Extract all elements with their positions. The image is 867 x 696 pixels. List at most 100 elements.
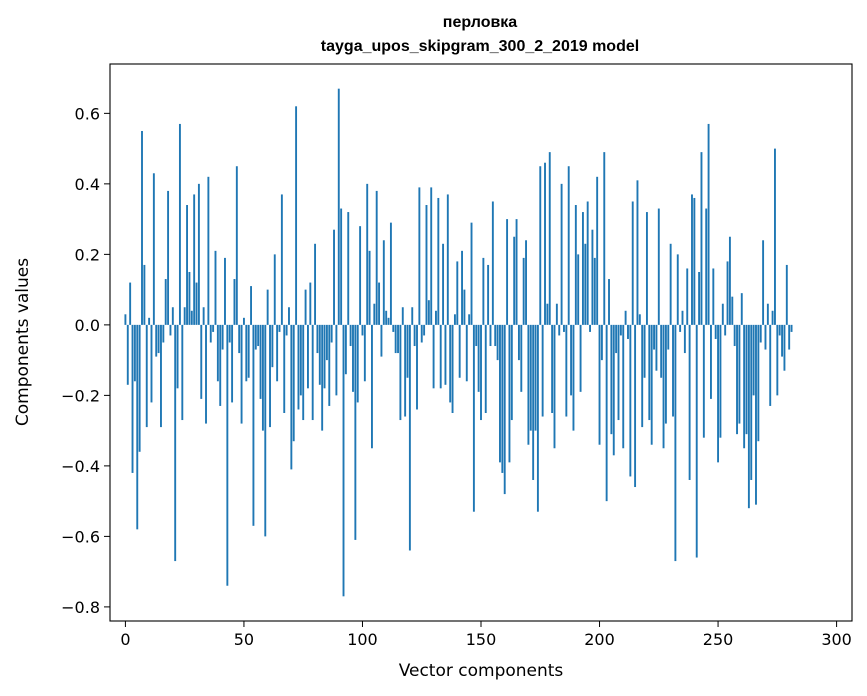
bar <box>354 324 357 540</box>
bar <box>259 324 262 399</box>
bar <box>698 271 701 325</box>
bar <box>423 324 426 336</box>
bar <box>297 324 300 410</box>
bar <box>783 324 786 371</box>
bar <box>669 243 672 325</box>
bar <box>503 324 506 495</box>
bar <box>529 324 532 431</box>
bar <box>136 324 139 530</box>
bar <box>612 324 615 456</box>
bar <box>546 303 549 325</box>
bar <box>233 279 236 325</box>
bar <box>589 324 591 332</box>
bar <box>600 324 603 361</box>
bar <box>468 314 471 325</box>
bar <box>368 250 371 325</box>
y-tick-label: 0.0 <box>75 316 100 335</box>
bar <box>674 324 677 562</box>
bar <box>446 194 449 325</box>
bar <box>598 324 601 445</box>
bar <box>273 254 276 325</box>
bar <box>672 324 674 417</box>
bar <box>394 324 397 354</box>
bar <box>261 324 264 431</box>
bar <box>622 324 625 449</box>
bar <box>738 324 741 424</box>
bar <box>615 324 618 354</box>
bar <box>726 261 729 325</box>
bar <box>757 324 760 442</box>
bar <box>212 324 215 332</box>
bar <box>593 257 596 325</box>
bar <box>747 324 750 509</box>
bar-series <box>124 88 793 597</box>
bar <box>508 324 511 463</box>
bar <box>316 324 319 354</box>
bar <box>330 324 333 343</box>
bar <box>231 324 234 403</box>
bar <box>579 324 582 392</box>
bar <box>534 324 537 431</box>
bar <box>458 324 461 378</box>
bar <box>456 261 459 325</box>
bar <box>435 310 437 325</box>
bar <box>501 324 504 473</box>
bar <box>342 324 345 597</box>
bar <box>356 324 359 403</box>
bar <box>693 197 696 325</box>
bar <box>314 243 317 325</box>
y-tick-label: −0.6 <box>61 527 100 546</box>
y-tick-label: −0.8 <box>61 598 100 617</box>
bar <box>418 187 421 325</box>
bar <box>451 324 454 413</box>
bar <box>653 324 656 350</box>
bar <box>224 257 226 325</box>
bar <box>264 324 267 537</box>
bar <box>276 324 279 382</box>
bar <box>489 324 492 347</box>
x-axis-ticks: 0 50 100 150 200 250 300 <box>120 621 852 649</box>
bar <box>567 166 570 325</box>
bar <box>247 324 250 378</box>
bar <box>764 324 767 350</box>
bar <box>190 310 193 325</box>
bar <box>527 324 530 445</box>
bar <box>544 162 546 325</box>
bar <box>278 324 281 332</box>
bar <box>558 324 561 336</box>
bar <box>627 324 629 339</box>
bar <box>539 166 542 325</box>
bar <box>195 282 198 325</box>
chart-subtitle: tayga_upos_skipgram_300_2_2019 model <box>321 38 639 55</box>
bar <box>736 324 738 435</box>
bar <box>143 264 146 325</box>
bar <box>152 173 155 325</box>
bar <box>328 324 331 406</box>
bar <box>307 324 309 389</box>
y-tick-label: 0.2 <box>75 245 100 264</box>
bar <box>430 187 433 325</box>
x-tick-label: 300 <box>821 630 852 649</box>
bar <box>162 324 165 343</box>
bar <box>413 324 416 347</box>
bar <box>311 324 314 421</box>
bar <box>788 324 791 350</box>
bar <box>292 324 295 442</box>
y-tick-label: −0.4 <box>61 457 100 476</box>
bar <box>499 324 501 463</box>
bar <box>522 257 525 325</box>
bar <box>574 205 577 325</box>
bar <box>380 324 383 357</box>
bar <box>427 300 430 325</box>
bar <box>510 324 513 421</box>
bar <box>416 324 418 410</box>
bar <box>591 229 594 325</box>
bar <box>586 201 589 325</box>
bar <box>321 324 324 431</box>
bar <box>596 176 599 325</box>
bar <box>563 324 565 332</box>
bar <box>145 324 148 428</box>
bar <box>216 324 219 382</box>
bar <box>771 310 774 325</box>
bar <box>371 324 373 449</box>
